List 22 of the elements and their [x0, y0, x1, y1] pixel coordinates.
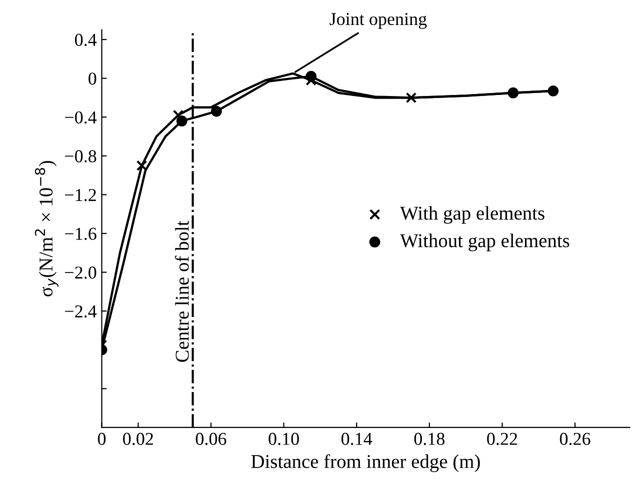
y-tick-label: −0.4: [65, 111, 97, 124]
legend-label: With gap elements: [400, 206, 544, 224]
x-tick-label: 0.10: [268, 432, 299, 446]
x-tick-label: 0.22: [487, 432, 518, 446]
y-tick-label: 0.4: [75, 34, 97, 46]
y-tick-label: −2.4: [65, 305, 97, 318]
legend-label: Without gap elements: [400, 234, 570, 252]
y-tick-label: 0: [88, 72, 96, 85]
y-axis-title: σ$_{y}$(N/m$^{2}$ × 10$^{−8}$): [34, 160, 58, 296]
y-tick-label: −1.6: [65, 228, 96, 240]
x-tick-label: 0.06: [196, 432, 226, 446]
x-tick-label: 0: [98, 432, 106, 445]
y-tick-label: −0.8: [65, 150, 96, 162]
x-tick-label: 0.18: [414, 432, 445, 446]
y-tick-label: −1.2: [65, 188, 96, 202]
y-tick-label: −2.0: [65, 266, 96, 279]
annotation: Joint opening: [330, 13, 427, 29]
ref-line-label: Centre line of bolt: [174, 220, 189, 362]
x-tick-label: 0.14: [341, 432, 372, 446]
x-axis-title: Distance from inner edge (m): [251, 454, 480, 472]
x-tick-label: 0.02: [123, 432, 153, 446]
x-tick-label: 0.26: [560, 432, 590, 446]
